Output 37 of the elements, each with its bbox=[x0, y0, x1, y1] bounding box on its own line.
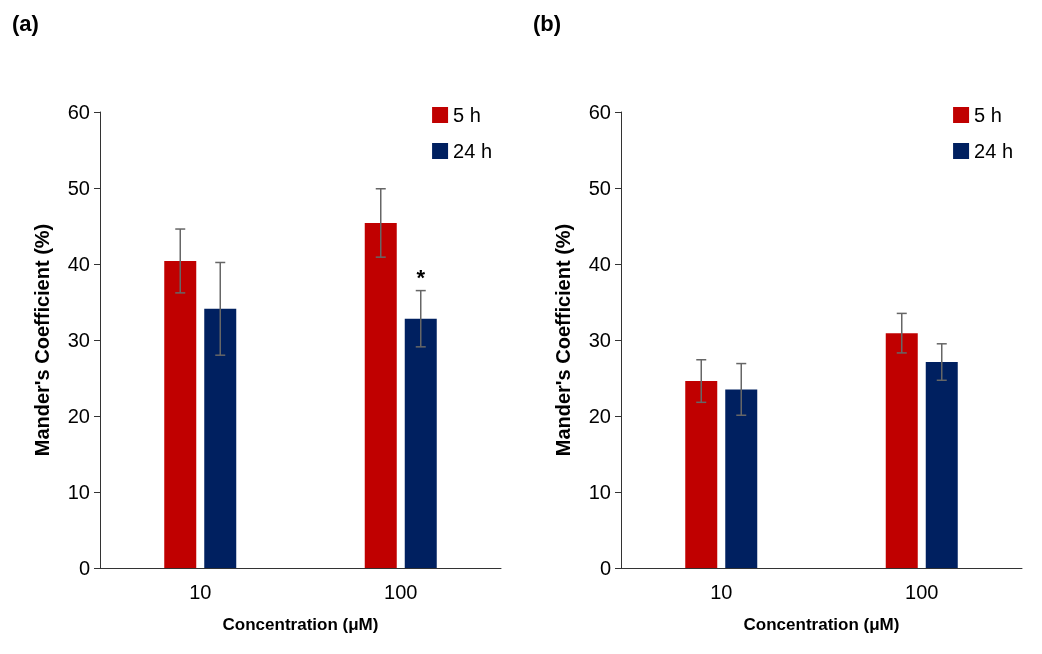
bar bbox=[364, 222, 397, 568]
y-tick-label: 10 bbox=[588, 481, 611, 503]
bar bbox=[164, 260, 197, 568]
y-tick-label: 30 bbox=[67, 329, 90, 351]
x-tick-label: 100 bbox=[905, 581, 939, 603]
y-tick-label: 50 bbox=[588, 177, 611, 199]
x-tick-label: 10 bbox=[710, 581, 733, 603]
y-tick-label: 0 bbox=[78, 557, 90, 579]
legend-label: 24 h bbox=[974, 140, 1014, 162]
legend-label: 5 h bbox=[453, 104, 481, 126]
x-tick-label: 10 bbox=[189, 581, 212, 603]
y-axis-title: Mander's Coefficient (%) bbox=[552, 223, 574, 457]
y-tick-label: 40 bbox=[588, 253, 611, 275]
x-axis-title: Concentration (μM) bbox=[743, 615, 900, 634]
y-tick-label: 20 bbox=[67, 405, 90, 427]
x-axis-title: Concentration (μM) bbox=[222, 615, 379, 634]
y-tick-label: 30 bbox=[588, 329, 611, 351]
annotation: * bbox=[416, 265, 426, 291]
y-tick-label: 60 bbox=[588, 101, 611, 123]
chart-title: (a) bbox=[12, 10, 39, 36]
bar bbox=[925, 362, 958, 568]
bar bbox=[204, 308, 237, 568]
x-tick-label: 100 bbox=[384, 581, 418, 603]
y-tick-label: 10 bbox=[67, 481, 90, 503]
legend-label: 24 h bbox=[453, 140, 493, 162]
y-tick-label: 40 bbox=[67, 253, 90, 275]
y-tick-label: 60 bbox=[67, 101, 90, 123]
legend-label: 5 h bbox=[974, 104, 1002, 126]
chart-title: (b) bbox=[533, 10, 562, 36]
bar bbox=[404, 318, 437, 568]
y-tick-label: 50 bbox=[67, 177, 90, 199]
bar bbox=[885, 333, 918, 568]
y-axis-title: Mander's Coefficient (%) bbox=[31, 223, 53, 457]
bar bbox=[725, 389, 758, 568]
y-tick-label: 20 bbox=[588, 405, 611, 427]
y-tick-label: 0 bbox=[599, 557, 611, 579]
bar bbox=[685, 381, 718, 568]
